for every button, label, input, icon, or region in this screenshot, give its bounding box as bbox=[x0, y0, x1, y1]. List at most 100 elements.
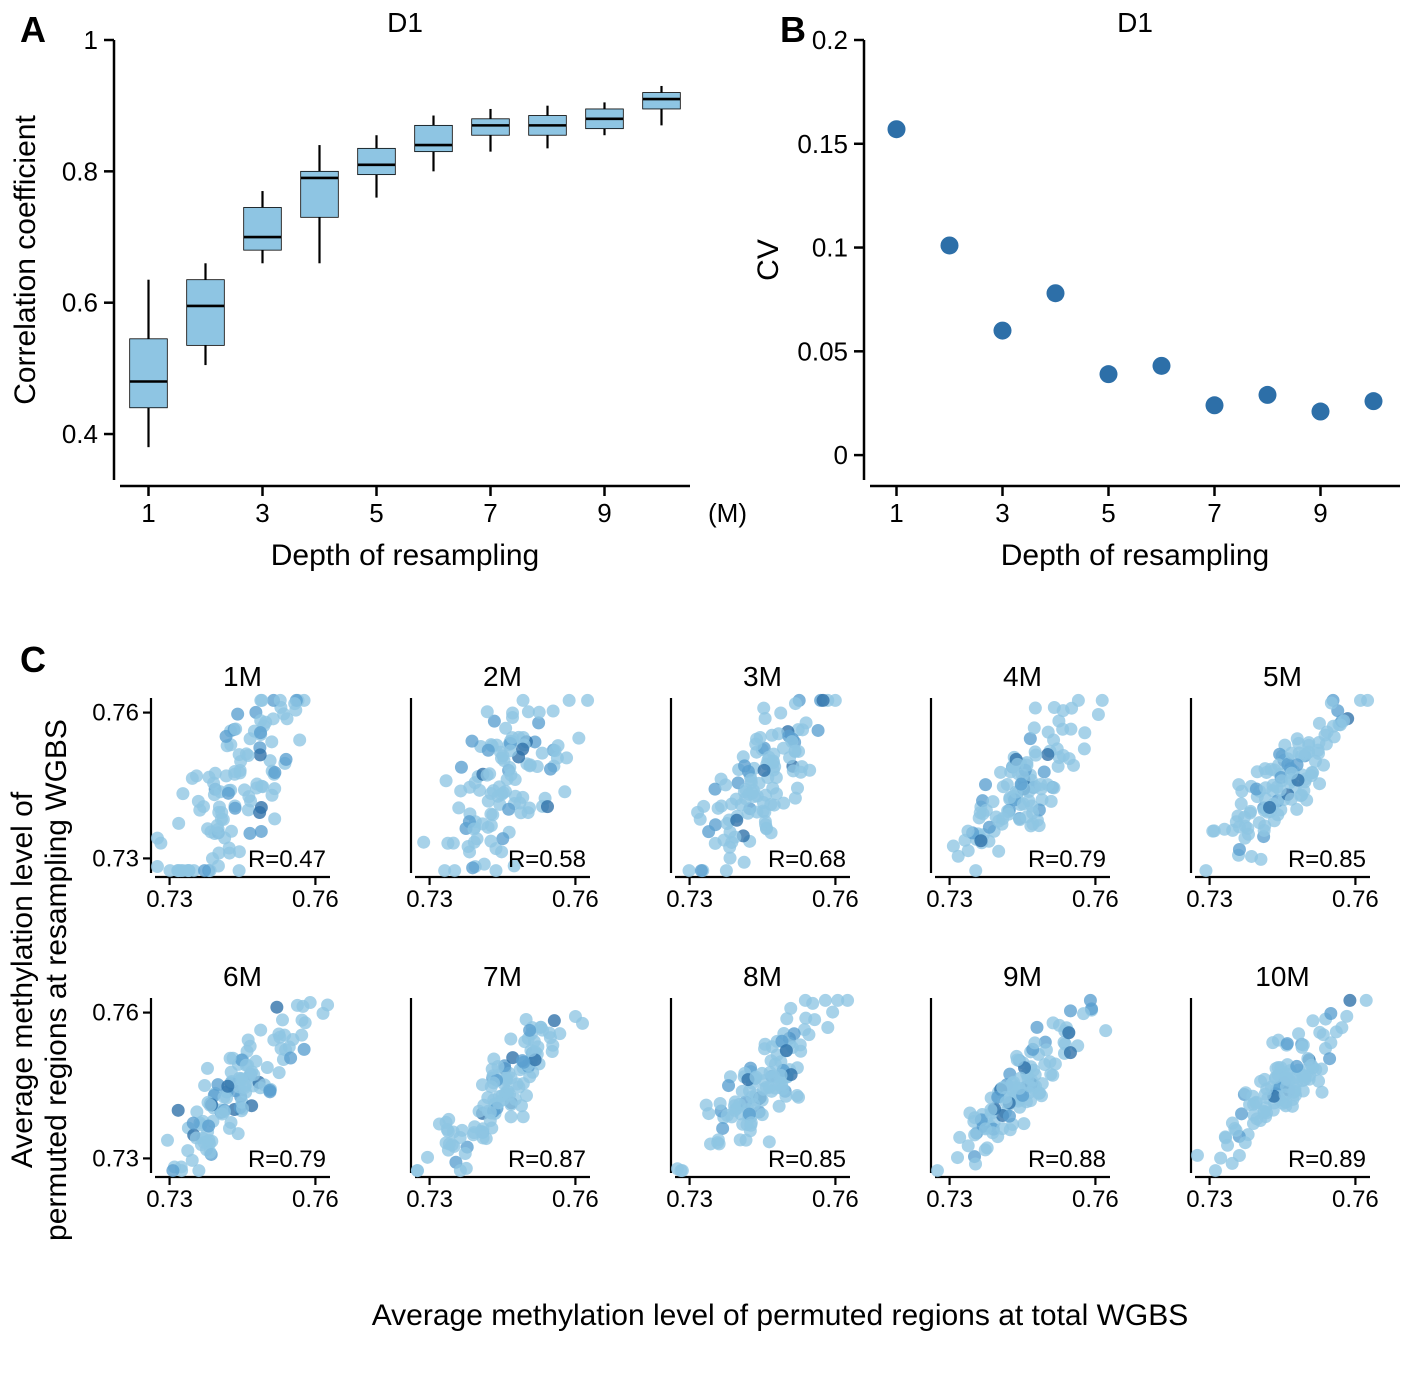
panel-c-point bbox=[1001, 804, 1014, 817]
panel-c-point bbox=[1000, 1096, 1013, 1109]
panel-b-ytick-label: 0.15 bbox=[797, 129, 848, 159]
panel-c-point bbox=[1259, 781, 1272, 794]
panel-c-point bbox=[1245, 850, 1258, 863]
panel-c-point bbox=[438, 864, 451, 877]
panel-c-point bbox=[296, 1014, 309, 1027]
panel-c-point bbox=[544, 763, 557, 776]
panel-c-point bbox=[931, 1164, 944, 1177]
panel-c-point bbox=[482, 744, 495, 757]
panel-c-xtick-label: 0.76 bbox=[812, 886, 859, 913]
panel-c-point bbox=[286, 1033, 299, 1046]
panel-c-point bbox=[1235, 797, 1248, 810]
panel-c-point bbox=[1064, 1004, 1077, 1017]
panel-b-point bbox=[1365, 392, 1383, 410]
panel-c-xtick-label: 0.73 bbox=[406, 1186, 453, 1213]
panel-c-point bbox=[1208, 824, 1221, 837]
panel-b-xtick-label: 1 bbox=[889, 498, 903, 528]
panel-c-point bbox=[1226, 1157, 1239, 1170]
panel-c-xtick-label: 0.76 bbox=[1072, 886, 1119, 913]
panel-b-point bbox=[1153, 357, 1171, 375]
panel-c-point bbox=[1285, 793, 1298, 806]
panel-c-point bbox=[974, 834, 987, 847]
panel-c-point bbox=[560, 751, 573, 764]
panel-c-point bbox=[517, 1110, 530, 1123]
panel-c-point bbox=[481, 769, 494, 782]
panel-c-point bbox=[182, 864, 195, 877]
panel-c-point bbox=[1324, 1036, 1337, 1049]
panel-c-point bbox=[1321, 725, 1334, 738]
panel-c-point bbox=[722, 1079, 735, 1092]
panel-c-point bbox=[1259, 1088, 1272, 1101]
panel-c-point bbox=[757, 805, 770, 818]
panel-c-point bbox=[729, 1095, 742, 1108]
panel-c-r-label: R=0.85 bbox=[768, 1146, 846, 1173]
panel-c-point bbox=[1003, 791, 1016, 804]
panel-c-point bbox=[151, 832, 164, 845]
panel-c-point bbox=[1062, 1026, 1075, 1039]
panel-c-point bbox=[992, 845, 1005, 858]
panel-c-point bbox=[161, 1134, 174, 1147]
panel-c-point bbox=[765, 729, 778, 742]
panel-b-xtick-label: 7 bbox=[1207, 498, 1221, 528]
panel-c-point bbox=[1219, 1131, 1232, 1144]
panel-c-point bbox=[172, 1104, 185, 1117]
panel-c-point bbox=[1343, 994, 1356, 1007]
panel-c-point bbox=[1077, 1007, 1090, 1020]
panel-c-point bbox=[1266, 1036, 1279, 1049]
panel-c-point bbox=[803, 764, 816, 777]
panel-c-r-label: R=0.79 bbox=[1028, 846, 1106, 873]
panel-c-point bbox=[232, 1127, 245, 1140]
panel-c-point bbox=[466, 861, 479, 874]
panel-a-ytick-label: 1 bbox=[84, 25, 98, 55]
panel-c-point bbox=[777, 742, 790, 755]
panel-c-point bbox=[253, 806, 266, 819]
panel-b-point bbox=[1047, 284, 1065, 302]
panel-c-point bbox=[728, 831, 741, 844]
panel-b-title: D1 bbox=[1117, 7, 1153, 38]
panel-c-point bbox=[712, 1133, 725, 1146]
panel-c-point bbox=[484, 835, 497, 848]
figure: AD10.40.60.8113579(M)Depth of resampling… bbox=[0, 0, 1418, 1378]
panel-c-point bbox=[1020, 759, 1033, 772]
panel-c-point bbox=[186, 772, 199, 785]
panel-c-point bbox=[1028, 721, 1041, 734]
panel-c-point bbox=[715, 800, 728, 813]
panel-a-xtick-label: 7 bbox=[483, 498, 497, 528]
panel-c-point bbox=[256, 780, 269, 793]
panel-c-xtick-label: 0.76 bbox=[1332, 886, 1379, 913]
panel-c-point bbox=[738, 856, 751, 869]
panel-c-point bbox=[1096, 694, 1109, 707]
panel-c-point bbox=[304, 996, 317, 1009]
panel-c-point bbox=[225, 825, 238, 838]
panel-c-ylabel-line2: permuted regions at resampling WGBS bbox=[40, 719, 73, 1241]
panel-c-point bbox=[240, 1059, 253, 1072]
panel-c-point bbox=[228, 765, 241, 778]
panel-c-point bbox=[1296, 1074, 1309, 1087]
panel-c-point bbox=[1279, 1071, 1292, 1084]
panel-c-point bbox=[1067, 759, 1080, 772]
panel-c-point bbox=[473, 784, 486, 797]
panel-c-point bbox=[769, 1058, 782, 1071]
panel-c-label: C bbox=[20, 639, 46, 680]
panel-c-point bbox=[1214, 1152, 1227, 1165]
panel-c-point bbox=[515, 1099, 528, 1112]
panel-c-point bbox=[190, 1105, 203, 1118]
panel-c-xtick-label: 0.73 bbox=[146, 886, 193, 913]
boxplot-box bbox=[643, 93, 681, 109]
panel-c-point bbox=[774, 707, 787, 720]
panel-c-point bbox=[505, 1110, 518, 1123]
panel-c-point bbox=[261, 1061, 274, 1074]
panel-c-point bbox=[1030, 1021, 1043, 1034]
panel-c-point bbox=[1361, 694, 1374, 707]
boxplot-box bbox=[130, 339, 168, 408]
panel-b-point bbox=[1100, 365, 1118, 383]
panel-c-point bbox=[265, 735, 278, 748]
panel-c-point bbox=[1015, 778, 1028, 791]
panel-a-ytick-label: 0.8 bbox=[62, 156, 98, 186]
panel-c-point bbox=[951, 1151, 964, 1164]
panel-c-point bbox=[1301, 1052, 1314, 1065]
panel-c-point bbox=[321, 998, 334, 1011]
panel-a-xlabel: Depth of resampling bbox=[271, 539, 539, 572]
panel-c-point bbox=[980, 804, 993, 817]
panel-b-xtick-label: 3 bbox=[995, 498, 1009, 528]
